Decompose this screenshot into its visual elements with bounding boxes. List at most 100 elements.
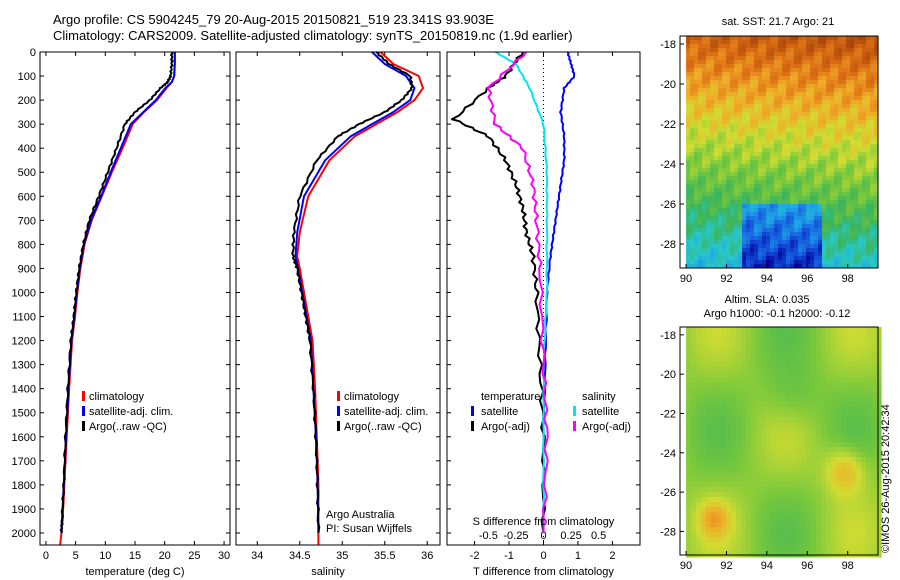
sla-map-cell <box>751 352 757 358</box>
sla-map-cell <box>701 412 707 418</box>
sst-map-cell <box>802 108 807 113</box>
sst-map-cell <box>806 88 811 93</box>
sla-map-cell <box>806 547 812 553</box>
sla-map-cell <box>761 397 767 403</box>
sst-map-cell <box>838 100 843 105</box>
sla-map-cell <box>791 357 797 363</box>
sst-map-cell <box>762 172 767 177</box>
sla-map-cell <box>751 482 757 488</box>
sst-map-cell <box>698 64 703 69</box>
sst-map-cell <box>762 128 767 133</box>
sla-map-cell <box>716 537 722 543</box>
sst-map-cell <box>858 48 863 53</box>
sst-map-cell <box>842 140 847 145</box>
sla-map-cell <box>771 512 777 518</box>
sst-map-cell <box>694 252 699 257</box>
sla-map-cell <box>726 487 732 493</box>
sst-map-cell <box>842 72 847 77</box>
sla-map-cell <box>761 342 767 348</box>
sla-map-cell <box>796 347 802 353</box>
sla-map-cell <box>791 472 797 478</box>
sst-map-cell <box>830 100 835 105</box>
sla-map-cell <box>756 452 762 458</box>
sst-map-cell <box>710 116 715 121</box>
sla-map-cell <box>856 492 862 498</box>
sst-map-cell <box>850 180 855 185</box>
sst-map-cell <box>722 96 727 101</box>
sst-map-cell <box>834 204 839 209</box>
sla-map-cell <box>836 357 842 363</box>
sst-map-cell <box>770 216 775 221</box>
sla-map-cell <box>796 452 802 458</box>
sst-map-cell <box>806 220 811 225</box>
sst-map-cell <box>822 128 827 133</box>
sst-map-cell <box>702 88 707 93</box>
sst-map-cell <box>838 112 843 117</box>
sst-map-cell <box>718 216 723 221</box>
sla-map-cell <box>756 377 762 383</box>
sst-map-cell <box>838 220 843 225</box>
sst-map-cell <box>874 72 879 77</box>
sla-map-cell <box>706 547 712 553</box>
sst-map-cell <box>842 68 847 73</box>
sst-map-cell <box>734 212 739 217</box>
sst-map-cell <box>786 224 791 229</box>
sst-map-cell <box>782 224 787 229</box>
sst-map-cell <box>734 48 739 53</box>
sst-map-cell <box>690 224 695 229</box>
sla-map-cell <box>781 387 787 393</box>
sst-map-cell <box>794 228 799 233</box>
sst-map-cell <box>770 196 775 201</box>
sst-map-cell <box>842 144 847 149</box>
sst-map-cell <box>850 172 855 177</box>
sst-map-cell <box>698 40 703 45</box>
y-tick-label: 1400 <box>12 384 36 396</box>
sst-map-cell <box>714 188 719 193</box>
sla-map-cell <box>771 532 777 538</box>
sla-map-cell <box>736 372 742 378</box>
sst-map-cell <box>786 180 791 185</box>
sst-map-cell <box>838 244 843 249</box>
sst-map-cell <box>702 160 707 165</box>
sla-map-cell <box>741 362 747 368</box>
sst-map-cell <box>754 216 759 221</box>
sst-map-cell <box>854 76 859 81</box>
sst-map-cell <box>698 232 703 237</box>
sst-map-cell <box>842 188 847 193</box>
sla-map-cell <box>826 447 832 453</box>
sla-map-cell <box>841 367 847 373</box>
sla-map-cell <box>736 442 742 448</box>
sst-map-cell <box>770 136 775 141</box>
sst-map-cell <box>758 84 763 89</box>
sla-map-cell <box>806 457 812 463</box>
sst-map-cell <box>818 148 823 153</box>
sst-map-cell <box>858 220 863 225</box>
sla-map-cell <box>861 437 867 443</box>
sla-map-cell <box>736 377 742 383</box>
sst-map-cell <box>698 196 703 201</box>
sst-map-cell <box>734 120 739 125</box>
sst-map-cell <box>734 240 739 245</box>
sst-map-cell <box>850 204 855 209</box>
sst-map-cell <box>702 80 707 85</box>
sla-map-cell <box>721 357 727 363</box>
sst-map-cell <box>782 112 787 117</box>
y-tick-label: 700 <box>18 215 36 227</box>
sst-map-cell <box>758 100 763 105</box>
sla-map-cell <box>811 442 817 448</box>
sst-map-cell <box>794 36 799 41</box>
sla-map-cell <box>876 547 882 553</box>
sst-map-cell <box>710 256 715 261</box>
sst-map-cell <box>726 256 731 261</box>
sst-map-cell <box>738 196 743 201</box>
sst-map-cell <box>842 204 847 209</box>
sst-map-cell <box>850 60 855 65</box>
sst-map-cell <box>842 44 847 49</box>
sla-map-cell <box>706 527 712 533</box>
sla-map-cell <box>706 467 712 473</box>
sst-map-cell <box>742 64 747 69</box>
sst-map-cell <box>718 56 723 61</box>
sst-map-cell <box>746 72 751 77</box>
sla-map-cell <box>766 417 772 423</box>
sst-map-cell <box>718 148 723 153</box>
